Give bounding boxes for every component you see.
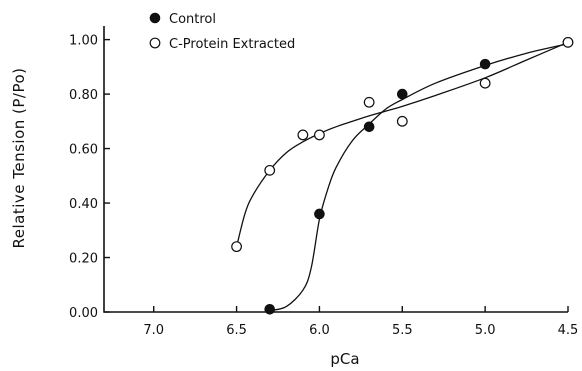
x-tick-label: 6.0 bbox=[309, 323, 330, 338]
c-protein-extracted-point bbox=[314, 129, 325, 141]
control-point bbox=[396, 88, 408, 100]
y-axis-title: Relative Tension (P/Po) bbox=[10, 67, 28, 248]
y-tick-label: 0.00 bbox=[69, 306, 98, 321]
y-tick-label: 1.00 bbox=[69, 34, 98, 49]
control-point bbox=[314, 208, 325, 220]
control-point bbox=[264, 303, 276, 315]
data-points bbox=[231, 36, 574, 315]
control-point bbox=[363, 121, 375, 133]
x-tick-label: 5.5 bbox=[392, 323, 413, 338]
x-tick-label: 7.0 bbox=[143, 323, 164, 338]
y-tick-label: 0.40 bbox=[69, 197, 98, 212]
y-tick-label: 0.20 bbox=[69, 252, 98, 267]
legend: Control C-Protein Extracted bbox=[149, 12, 295, 52]
c-protein-extracted-point bbox=[231, 241, 242, 253]
legend-marker-c-protein-extracted bbox=[149, 37, 161, 49]
c-protein-extracted-point bbox=[562, 36, 574, 48]
c-protein-extracted-point bbox=[479, 77, 491, 89]
fitted-curves bbox=[235, 41, 569, 312]
legend-label-control: Control bbox=[169, 12, 216, 27]
x-axis-title: pCa bbox=[330, 350, 359, 368]
y-tick-label: 0.80 bbox=[69, 88, 98, 103]
control-fit-curve bbox=[269, 43, 569, 312]
legend-label-c-protein-extracted: C-Protein Extracted bbox=[169, 37, 295, 52]
c-protein-extracted-point bbox=[297, 129, 309, 141]
x-tick-label: 4.5 bbox=[558, 323, 579, 338]
x-tick-label: 6.5 bbox=[226, 323, 247, 338]
c-protein-extracted-point bbox=[264, 164, 276, 176]
c-protein-extracted-fit-curve bbox=[235, 41, 569, 247]
control-point bbox=[479, 58, 491, 70]
c-protein-extracted-point bbox=[363, 96, 375, 108]
legend-marker-control bbox=[149, 12, 161, 24]
axes: 0.00 0.20 0.40 0.60 0.80 1.00 7.0 6.5 6.0 5.5 5.0 4… bbox=[69, 26, 578, 338]
c-protein-extracted-point bbox=[396, 115, 408, 127]
x-tick-label: 5.0 bbox=[475, 323, 496, 338]
y-tick-label: 0.60 bbox=[69, 143, 98, 158]
